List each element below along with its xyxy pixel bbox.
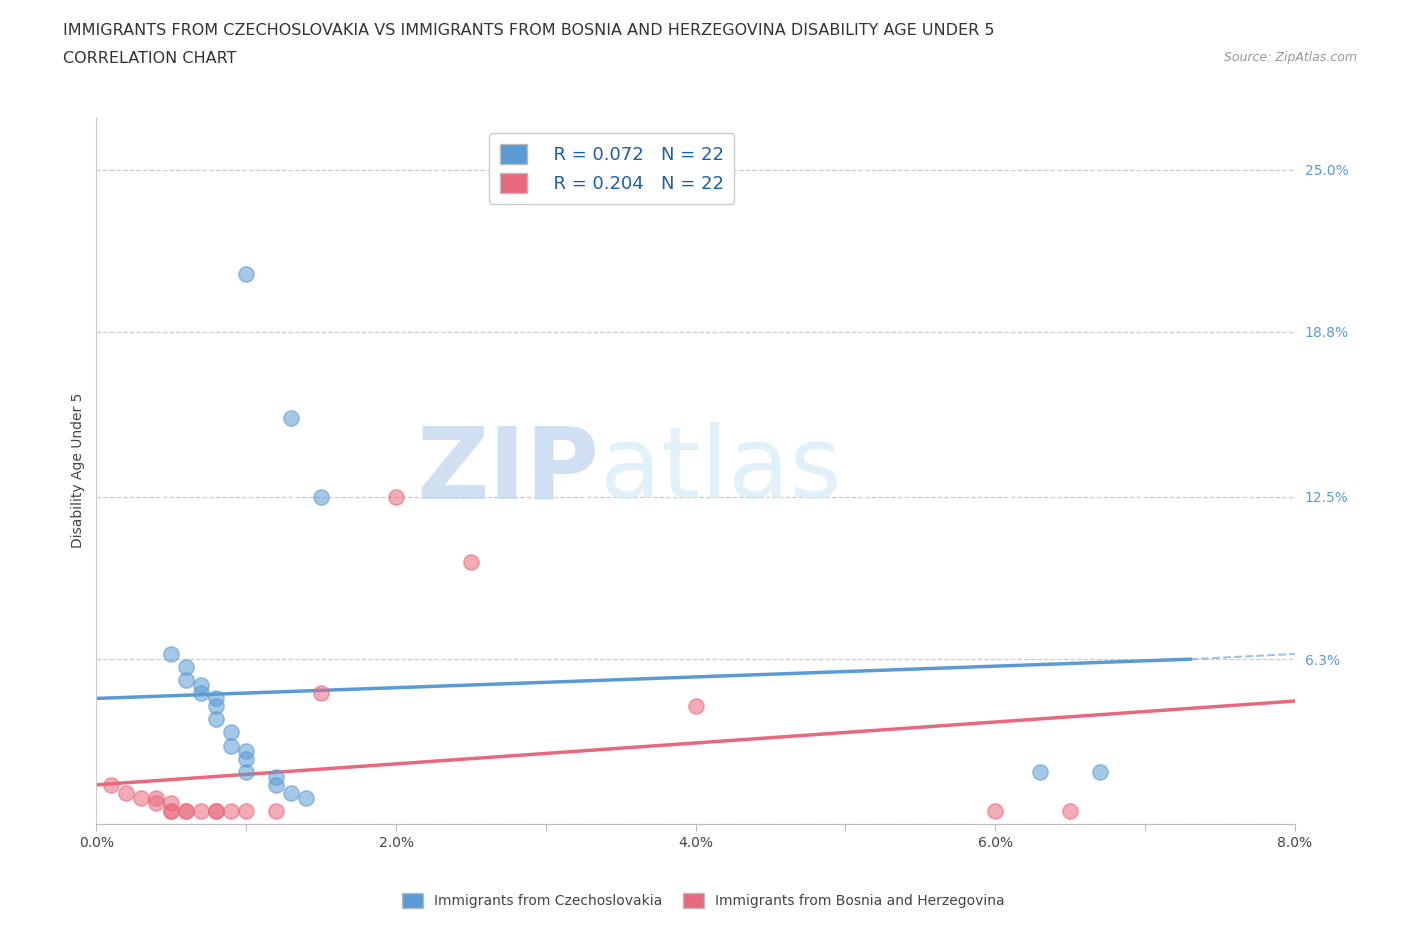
Point bbox=[235, 751, 257, 766]
Point bbox=[205, 698, 228, 713]
Point bbox=[1090, 764, 1112, 779]
Point bbox=[174, 804, 197, 818]
Point bbox=[145, 796, 167, 811]
Point bbox=[205, 691, 228, 706]
Point bbox=[190, 804, 212, 818]
Point bbox=[174, 659, 197, 674]
Text: atlas: atlas bbox=[600, 422, 841, 519]
Legend: Immigrants from Czechoslovakia, Immigrants from Bosnia and Herzegovina: Immigrants from Czechoslovakia, Immigran… bbox=[396, 887, 1010, 914]
Point bbox=[190, 685, 212, 700]
Point bbox=[219, 804, 242, 818]
Point bbox=[160, 646, 183, 661]
Point bbox=[235, 267, 257, 282]
Point bbox=[174, 672, 197, 687]
Point bbox=[295, 790, 318, 805]
Point bbox=[264, 777, 287, 792]
Point bbox=[160, 796, 183, 811]
Point bbox=[129, 790, 152, 805]
Point bbox=[219, 725, 242, 740]
Point bbox=[219, 738, 242, 753]
Point bbox=[235, 743, 257, 758]
Point bbox=[115, 785, 138, 800]
Text: CORRELATION CHART: CORRELATION CHART bbox=[63, 51, 236, 66]
Point bbox=[205, 804, 228, 818]
Point bbox=[160, 804, 183, 818]
Point bbox=[264, 769, 287, 784]
Point bbox=[1059, 804, 1081, 818]
Point bbox=[385, 489, 408, 504]
Point bbox=[309, 489, 332, 504]
Point bbox=[205, 712, 228, 727]
Point bbox=[190, 678, 212, 693]
Point bbox=[205, 804, 228, 818]
Point bbox=[235, 764, 257, 779]
Point bbox=[1029, 764, 1052, 779]
Point bbox=[460, 555, 482, 570]
Point bbox=[685, 698, 707, 713]
Legend:   R = 0.072   N = 22,   R = 0.204   N = 22: R = 0.072 N = 22, R = 0.204 N = 22 bbox=[489, 133, 734, 204]
Point bbox=[174, 804, 197, 818]
Point bbox=[160, 804, 183, 818]
Point bbox=[145, 790, 167, 805]
Point bbox=[264, 804, 287, 818]
Text: ZIP: ZIP bbox=[418, 422, 600, 519]
Text: IMMIGRANTS FROM CZECHOSLOVAKIA VS IMMIGRANTS FROM BOSNIA AND HERZEGOVINA DISABIL: IMMIGRANTS FROM CZECHOSLOVAKIA VS IMMIGR… bbox=[63, 23, 995, 38]
Point bbox=[280, 411, 302, 426]
Point bbox=[100, 777, 122, 792]
Point bbox=[309, 685, 332, 700]
Point bbox=[235, 804, 257, 818]
Y-axis label: Disability Age Under 5: Disability Age Under 5 bbox=[72, 393, 86, 549]
Point bbox=[280, 785, 302, 800]
Text: Source: ZipAtlas.com: Source: ZipAtlas.com bbox=[1223, 51, 1357, 64]
Point bbox=[984, 804, 1007, 818]
